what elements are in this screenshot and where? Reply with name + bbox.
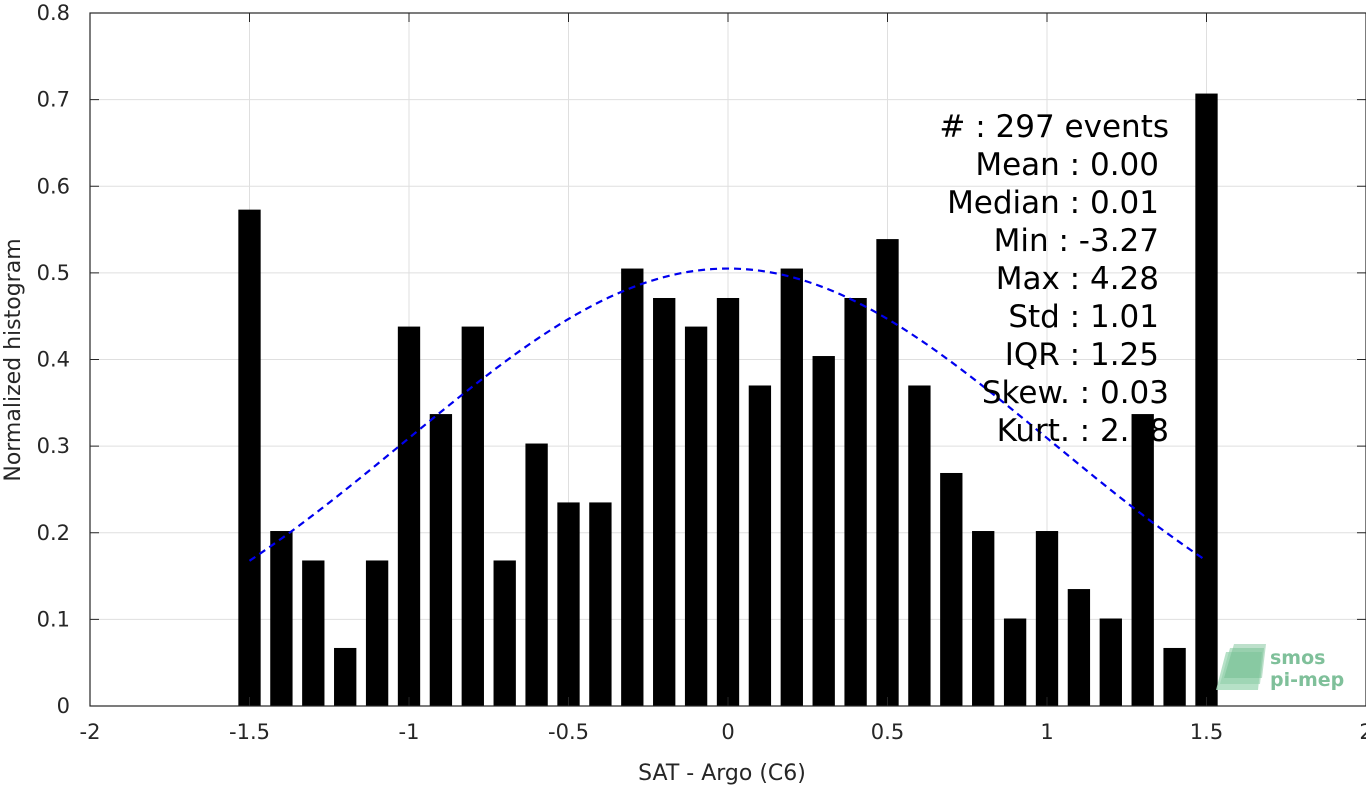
- x-tick-label: 2: [1359, 720, 1366, 744]
- x-tick-label: 0.5: [871, 720, 904, 744]
- histogram-bar: [1131, 414, 1154, 706]
- x-tick-label: 1.5: [1190, 720, 1223, 744]
- histogram-bar: [493, 560, 516, 706]
- y-tick-label: 0.4: [37, 348, 70, 372]
- stats-line: IQR : 1.25: [1005, 337, 1159, 373]
- logo-line2: pi-mep: [1270, 669, 1344, 691]
- x-axis-label: SAT - Argo (C6): [638, 761, 806, 786]
- histogram-bar: [302, 560, 325, 706]
- x-tick-label: 1: [1040, 720, 1053, 744]
- x-tick-label: 0: [721, 720, 734, 744]
- stats-line: Mean : 0.00: [975, 147, 1159, 183]
- histogram-bar: [270, 531, 293, 706]
- logo-line1: smos: [1270, 647, 1325, 669]
- y-tick-label: 0.3: [37, 434, 70, 458]
- histogram-bar: [684, 326, 708, 706]
- smos-pi-mep-logo: smos pi-mep: [1216, 644, 1344, 691]
- y-tick-label: 0.1: [37, 607, 70, 631]
- stats-line: Max : 4.28: [996, 261, 1159, 297]
- histogram-bar: [429, 414, 453, 706]
- histogram-bar: [589, 502, 612, 706]
- histogram-bar: [461, 326, 484, 706]
- normal-fit-curve: [248, 267, 1208, 562]
- y-tick-label: 0: [57, 694, 70, 718]
- stats-line: Min : -3.27: [994, 223, 1159, 259]
- histogram-bar: [972, 531, 995, 706]
- histogram-bar: [1099, 618, 1122, 706]
- x-tick-label: -2: [80, 720, 101, 744]
- stats-line: Std : 1.01: [1008, 299, 1159, 335]
- histogram-bars: [238, 93, 1218, 707]
- x-tick-label: -1.5: [229, 720, 270, 744]
- y-axis-label: Normalized histogram: [1, 238, 26, 481]
- histogram-bar: [557, 502, 580, 706]
- histogram-bar: [748, 385, 772, 706]
- histogram-bar: [876, 239, 899, 706]
- histogram-bar: [844, 297, 867, 706]
- histogram-bar: [1163, 647, 1186, 706]
- histogram-bar: [812, 356, 835, 706]
- histogram-bar: [1035, 531, 1059, 706]
- histogram-bar: [653, 297, 676, 706]
- histogram-bar: [334, 647, 357, 706]
- stats-line: # : 297 events: [939, 109, 1169, 145]
- y-tick-label: 0.6: [37, 174, 70, 198]
- histogram-bar: [780, 268, 803, 706]
- x-tick-label: -1: [399, 720, 420, 744]
- x-tick-label: -0.5: [548, 720, 589, 744]
- logo-mark-icon: [1216, 644, 1266, 690]
- histogram-bar: [1195, 93, 1218, 706]
- histogram-bar: [716, 297, 740, 706]
- histogram-bar: [525, 443, 548, 706]
- histogram-bar: [365, 560, 389, 706]
- histogram-bar: [397, 326, 421, 706]
- y-tick-label: 0.7: [37, 88, 70, 112]
- stats-line: Kurt. : 2.18: [997, 413, 1169, 449]
- histogram-bar: [238, 209, 261, 707]
- histogram-bar: [908, 385, 931, 706]
- stats-line: Median : 0.01: [947, 185, 1159, 221]
- histogram-bar: [1067, 589, 1091, 706]
- histogram-bar: [1003, 618, 1027, 706]
- y-tick-label: 0.5: [37, 261, 70, 285]
- histogram-bar: [621, 268, 644, 706]
- y-tick-label: 0.2: [37, 521, 70, 545]
- y-tick-label: 0.8: [37, 1, 70, 25]
- histogram-bar: [940, 472, 963, 706]
- axis-ticks: -2 -1.5 -1 -0.5 0 0.5 1 1.5 2 0 0.1 0.2 0.3 0.4 0.5 0.6…: [37, 1, 1366, 744]
- stats-line: Skew. : 0.03: [982, 375, 1169, 411]
